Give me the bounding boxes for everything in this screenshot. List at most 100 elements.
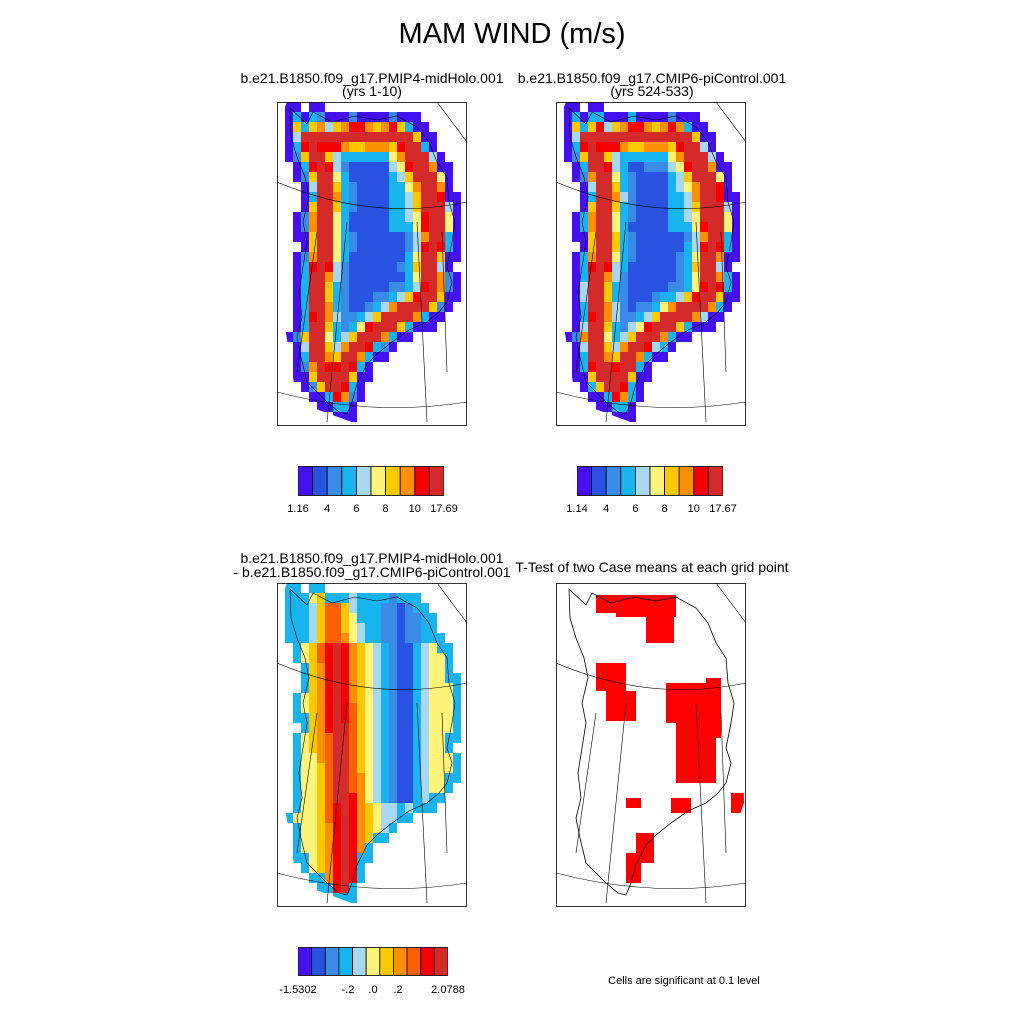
grid-cell [453,242,461,252]
grid-cell [357,302,365,312]
grid-cell [628,372,636,382]
grid-cell [437,312,445,322]
grid-cell [612,392,620,402]
grid-cell [437,793,445,803]
grid-cell [317,112,325,122]
grid-cell [445,212,453,222]
grid-cell [596,332,604,342]
grid-cell [652,282,660,292]
grid-cell [676,112,684,122]
grid-cell [437,212,445,222]
grid-cell [317,603,325,613]
grid-cell [652,142,660,152]
grid-cell [381,713,389,723]
grid-cell [612,152,620,162]
grid-cell [341,332,349,342]
grid-cell [381,222,389,232]
grid-cell [349,152,357,162]
grid-cell [692,252,700,262]
grid-cell [684,192,692,202]
grid-cell [716,272,724,282]
grid-cell [397,172,405,182]
grid-cell [373,252,381,262]
grid-cell [349,773,357,783]
grid-cell [405,262,413,272]
grid-cell [341,713,349,723]
grid-cell [293,753,301,763]
grid-cell [285,583,293,593]
grid-cell [365,683,373,693]
grid-cell [317,162,325,172]
grid-cell [285,132,293,142]
grid-cell [445,693,453,703]
graticule-line [441,231,448,373]
grid-cell [429,292,437,302]
grid-cell [437,282,445,292]
grid-cell [317,362,325,372]
grid-cell [684,162,692,172]
grid-cell [309,763,317,773]
grid-cell [692,182,700,192]
grid-cell [381,172,389,182]
grid-cell [317,843,325,853]
grid-cell [652,232,660,242]
grid-cell [301,122,309,132]
grid-cell [628,232,636,242]
grid-cell [317,703,325,713]
grid-cell [317,663,325,673]
grid-cell [676,272,684,282]
grid-cell [684,272,692,282]
grid-cell [317,593,325,603]
grid-cell [317,733,325,743]
grid-cell [309,723,317,733]
grid-cell [317,102,325,112]
grid-cell [668,212,676,222]
grid-cell [317,282,325,292]
grid-cell [636,322,644,332]
grid-cell [325,222,333,232]
grid-cell [349,242,357,252]
grid-cell [716,202,724,212]
colorbar-swatch [414,466,430,496]
grid-cell [357,763,365,773]
grid-cell [293,112,301,122]
grid-cell [668,302,676,312]
grid-cell [325,402,333,412]
grid-cell [405,793,413,803]
grid-cell [708,132,716,142]
grid-cell [445,242,453,252]
grid-cell [429,653,437,663]
grid-cell [405,322,413,332]
grid-cell [588,372,596,382]
grid-cell [389,212,397,222]
grid-cell [285,332,293,342]
grid-cell [309,743,317,753]
grid-cell [445,683,453,693]
grid-cell [389,703,397,713]
grid-cell [572,102,580,112]
grid-cell [652,262,660,272]
grid-cell [301,773,309,783]
grid-cell [333,723,341,733]
grid-cell [293,623,301,633]
grid-cell [301,803,309,813]
grid-cell [724,162,732,172]
grid-cell [341,272,349,282]
grid-cell [365,753,373,763]
grid-cell [405,603,413,613]
grid-cell [373,202,381,212]
grid-cell [301,703,309,713]
grid-cell [652,222,660,232]
grid-cell [644,352,652,362]
grid-cell [620,402,628,412]
grid-cell [660,162,668,172]
grid-cell [421,252,429,262]
grid-cell [716,312,724,322]
grid-cell [357,773,365,783]
grid-cell [660,332,668,342]
grid-cell [429,613,437,623]
grid-cell [716,222,724,232]
grid-cell [389,142,397,152]
graticule-line [277,872,467,889]
grid-cell [373,282,381,292]
